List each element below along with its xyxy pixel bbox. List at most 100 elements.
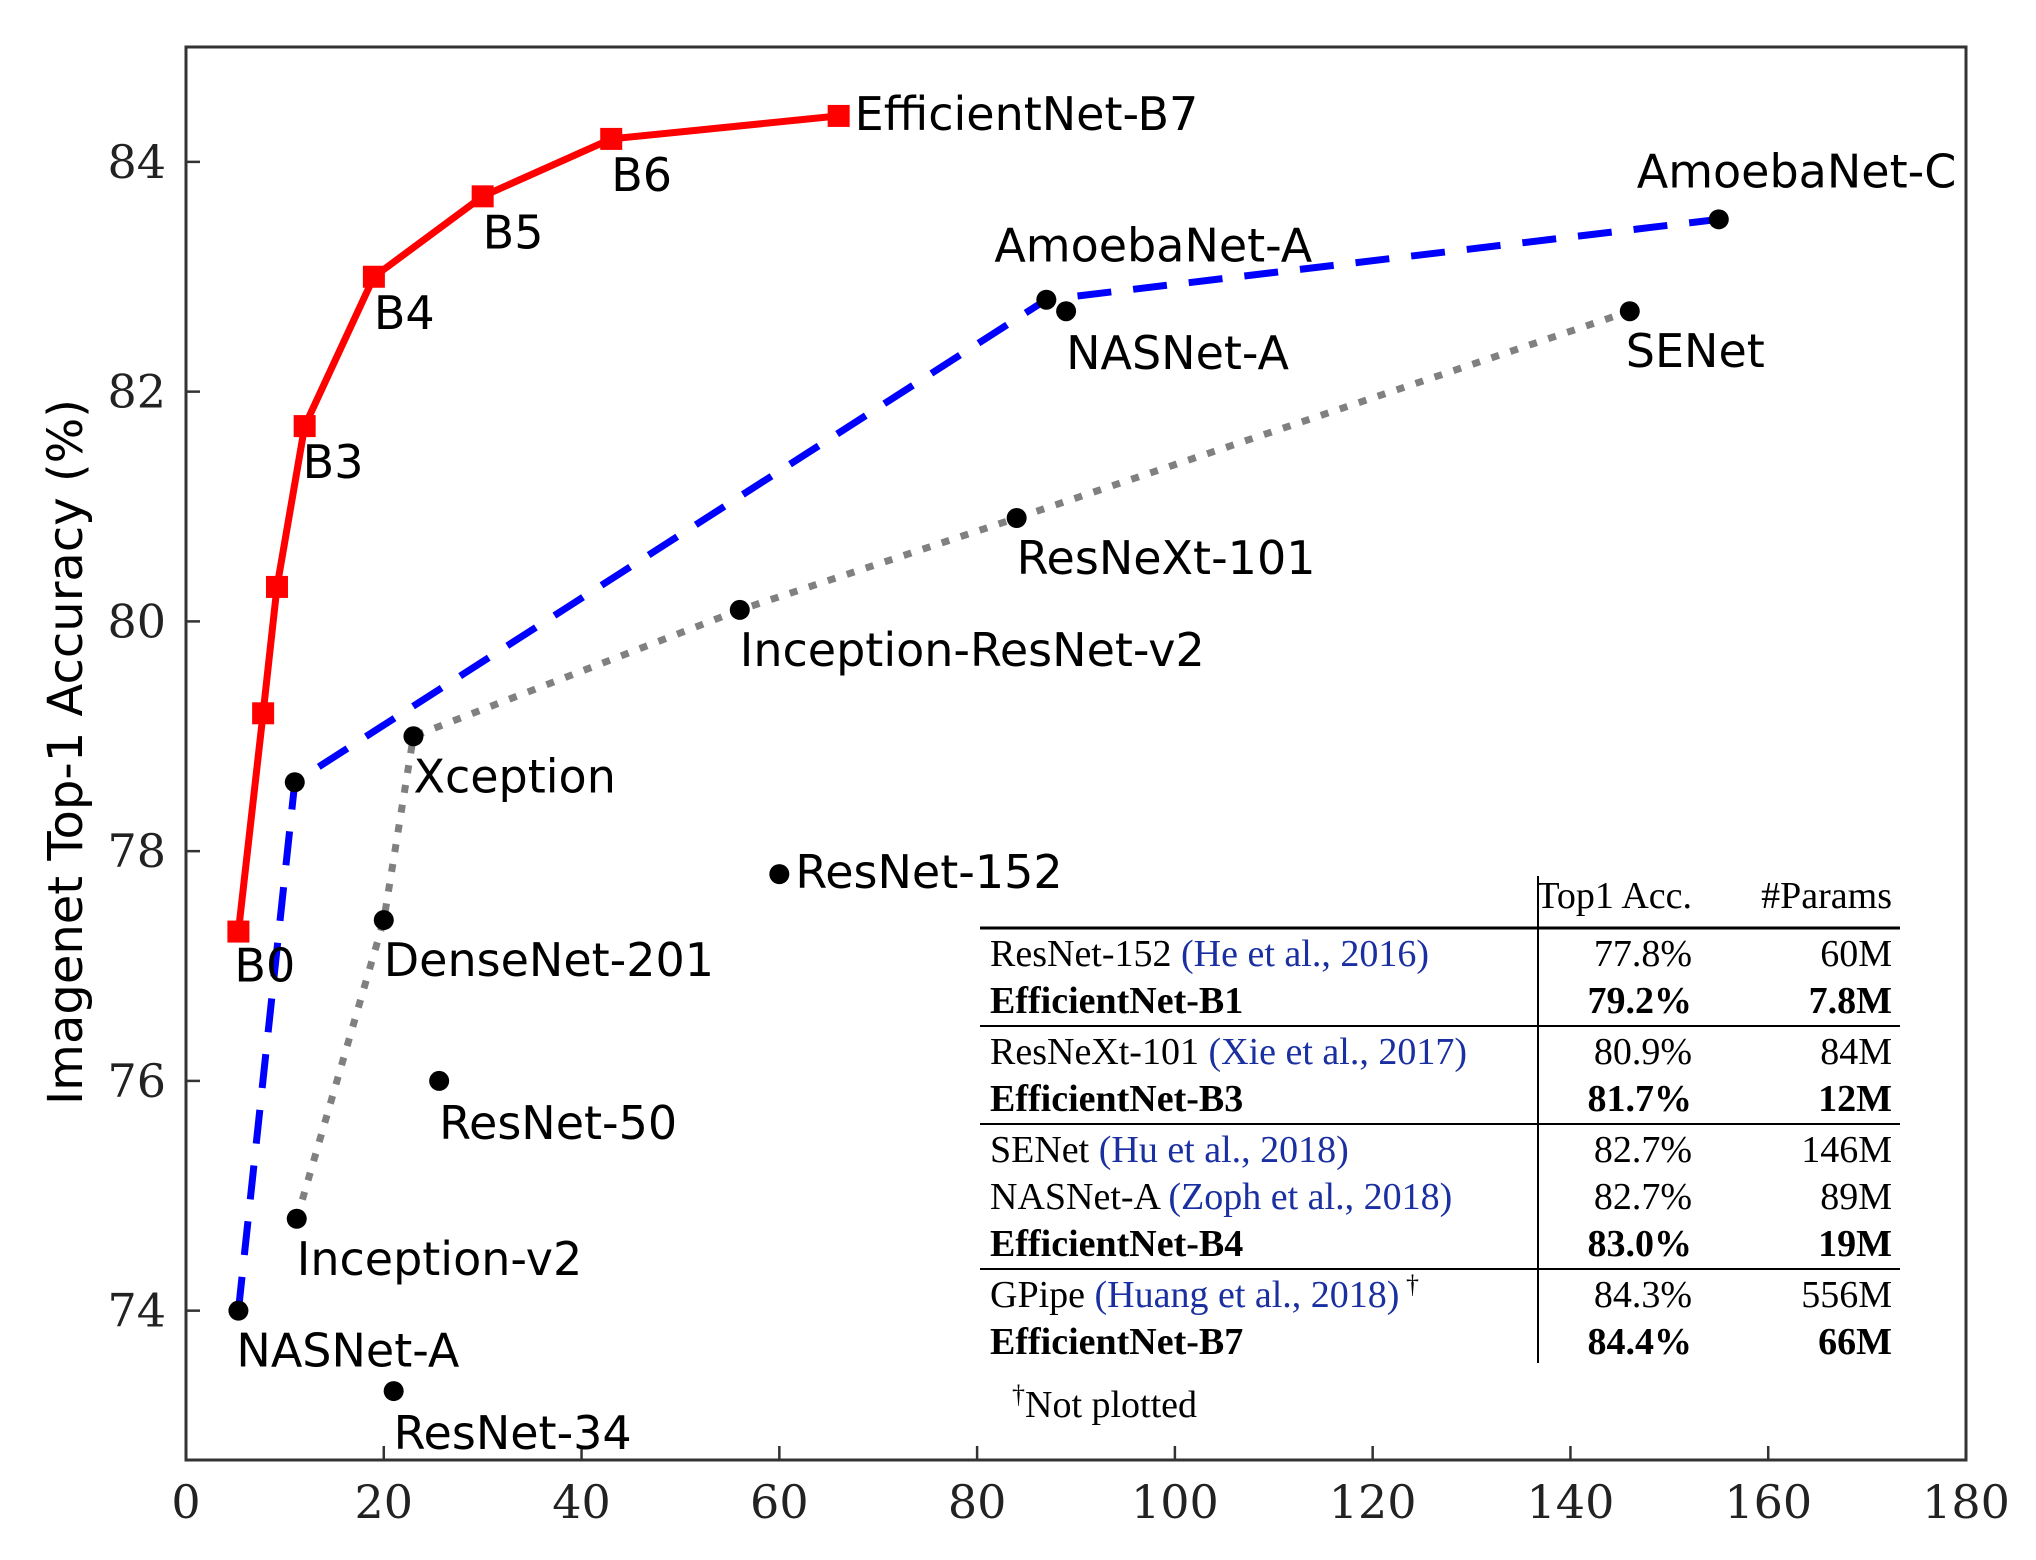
x-tick-label: 20 <box>355 1475 414 1529</box>
table-row-model: EfficientNet-B1 <box>990 980 1243 1022</box>
table-row-acc: 83.0% <box>1588 1223 1693 1265</box>
model-citation: (Zoph et al., 2018) <box>1159 1176 1452 1218</box>
point-label: B3 <box>303 435 364 489</box>
table-row-params: 84M <box>1820 1031 1892 1073</box>
y-axis-label: Imagenet Top-1 Accuracy (%) <box>38 399 94 1105</box>
series-line-hand-designed <box>293 307 1631 1220</box>
data-point-square <box>227 920 250 943</box>
point-label: B0 <box>234 939 295 993</box>
table-row-params: 19M <box>1818 1223 1892 1265</box>
table-row-params: 89M <box>1820 1176 1892 1218</box>
point-labels: B0 B3 B4 B5 B6 EfficientNet-B7 NASNet-A AmoebaN… <box>234 87 1956 1460</box>
table-row-params: 12M <box>1818 1078 1892 1120</box>
y-tick-label: 78 <box>107 824 166 878</box>
table-row-acc: 80.9% <box>1594 1031 1692 1073</box>
model-name: EfficientNet-B7 <box>990 1321 1243 1363</box>
point-label: ResNet-34 <box>394 1406 632 1460</box>
model-name: GPipe <box>990 1274 1085 1316</box>
point-label: DenseNet-201 <box>384 933 714 987</box>
data-point-square <box>265 575 288 598</box>
y-tick-label: 76 <box>107 1054 166 1108</box>
data-point <box>373 910 394 931</box>
data-point <box>1619 301 1640 322</box>
model-citation: (Xie et al., 2017) <box>1199 1031 1467 1073</box>
y-tick-label: 74 <box>107 1284 166 1338</box>
model-name: EfficientNet-B4 <box>990 1223 1243 1265</box>
x-tick-label: 40 <box>552 1475 611 1529</box>
table-footnote: †Not plotted <box>1012 1380 1197 1426</box>
point-label: NASNet-A <box>1066 326 1289 380</box>
model-citation: (He et al., 2016) <box>1172 933 1429 975</box>
x-tick-label: 80 <box>948 1475 1007 1529</box>
data-point <box>383 1381 404 1402</box>
model-name: ResNet-152 <box>990 933 1172 975</box>
data-points <box>227 104 1729 1402</box>
data-point <box>769 864 790 885</box>
data-point <box>228 1300 249 1321</box>
model-name: NASNet-A <box>990 1176 1162 1218</box>
table-row-acc: 77.8% <box>1594 933 1692 975</box>
comparison-table: Top1 Acc. #Params ResNet-152 (He et al., 2… <box>980 875 1900 1426</box>
model-name: EfficientNet-B1 <box>990 980 1243 1022</box>
table-row-acc: 84.3% <box>1594 1274 1692 1316</box>
data-point <box>284 772 305 793</box>
footnote-mark: † <box>1012 1380 1025 1409</box>
table-row-acc: 82.7% <box>1594 1176 1692 1218</box>
table-row-model: EfficientNet-B3 <box>990 1078 1243 1120</box>
point-label: Inception-v2 <box>297 1232 582 1286</box>
table-row-model: ResNeXt-101 (Xie et al., 2017) <box>990 1031 1467 1073</box>
footnote-text: Not plotted <box>1025 1384 1197 1426</box>
point-label: ResNet-152 <box>795 845 1062 899</box>
point-label: B6 <box>611 148 672 202</box>
x-tick-label: 180 <box>1922 1475 2010 1529</box>
x-tick-label: 120 <box>1329 1475 1417 1529</box>
model-name: SENet <box>990 1129 1090 1171</box>
table-row-model: EfficientNet-B4 <box>990 1223 1243 1265</box>
data-point <box>1708 209 1729 230</box>
table-row-params: 60M <box>1820 933 1892 975</box>
data-point-square <box>600 127 623 150</box>
point-label: EfficientNet-B7 <box>855 87 1199 141</box>
point-label: AmoebaNet-C <box>1637 144 1957 198</box>
table-row-params: 66M <box>1818 1321 1892 1363</box>
data-point <box>1056 301 1077 322</box>
model-citation: (Hu et al., 2018) <box>1089 1129 1349 1171</box>
data-point <box>1006 508 1027 528</box>
data-point <box>403 726 424 747</box>
table-row-acc: 84.4% <box>1588 1321 1693 1363</box>
data-point-square <box>252 702 275 725</box>
table-row-model: EfficientNet-B7 <box>990 1321 1243 1363</box>
data-point <box>286 1208 307 1229</box>
table-row-params: 556M <box>1801 1274 1892 1316</box>
table-row-model: ResNet-152 (He et al., 2016) <box>990 933 1429 975</box>
x-tick-label: 0 <box>171 1475 200 1529</box>
x-axis: 0 20 40 60 80 100 120 140 160 180 <box>171 1446 2010 1529</box>
x-tick-label: 100 <box>1131 1475 1219 1529</box>
data-point-square <box>471 185 494 208</box>
table-row-acc: 82.7% <box>1594 1129 1692 1171</box>
model-citation: (Huang et al., 2018) <box>1085 1274 1399 1316</box>
series-line-nas-models <box>234 215 1720 1312</box>
table-row-params: 7.8M <box>1809 980 1892 1022</box>
point-label: Xception <box>413 749 615 803</box>
data-point-square <box>827 104 850 127</box>
point-label: B5 <box>483 205 544 259</box>
table-row-acc: 81.7% <box>1588 1078 1693 1120</box>
table-row-model: GPipe (Huang et al., 2018) † <box>990 1270 1419 1316</box>
point-label: ResNeXt-101 <box>1017 531 1316 585</box>
data-point-square <box>362 265 385 288</box>
model-name: ResNeXt-101 <box>990 1031 1199 1073</box>
table-row-model: SENet (Hu et al., 2018) <box>990 1129 1349 1171</box>
x-tick-label: 140 <box>1527 1475 1615 1529</box>
y-axis: 74 76 78 80 82 84 <box>107 135 200 1338</box>
y-tick-label: 82 <box>107 365 166 419</box>
point-label: AmoebaNet-A <box>994 219 1312 273</box>
data-point <box>429 1070 450 1091</box>
table-row-acc: 79.2% <box>1588 980 1693 1022</box>
point-label: Inception-ResNet-v2 <box>740 623 1205 677</box>
point-label: B4 <box>374 286 435 340</box>
point-label: SENet <box>1626 324 1765 378</box>
dagger-mark: † <box>1399 1270 1419 1299</box>
data-point <box>1036 289 1057 310</box>
